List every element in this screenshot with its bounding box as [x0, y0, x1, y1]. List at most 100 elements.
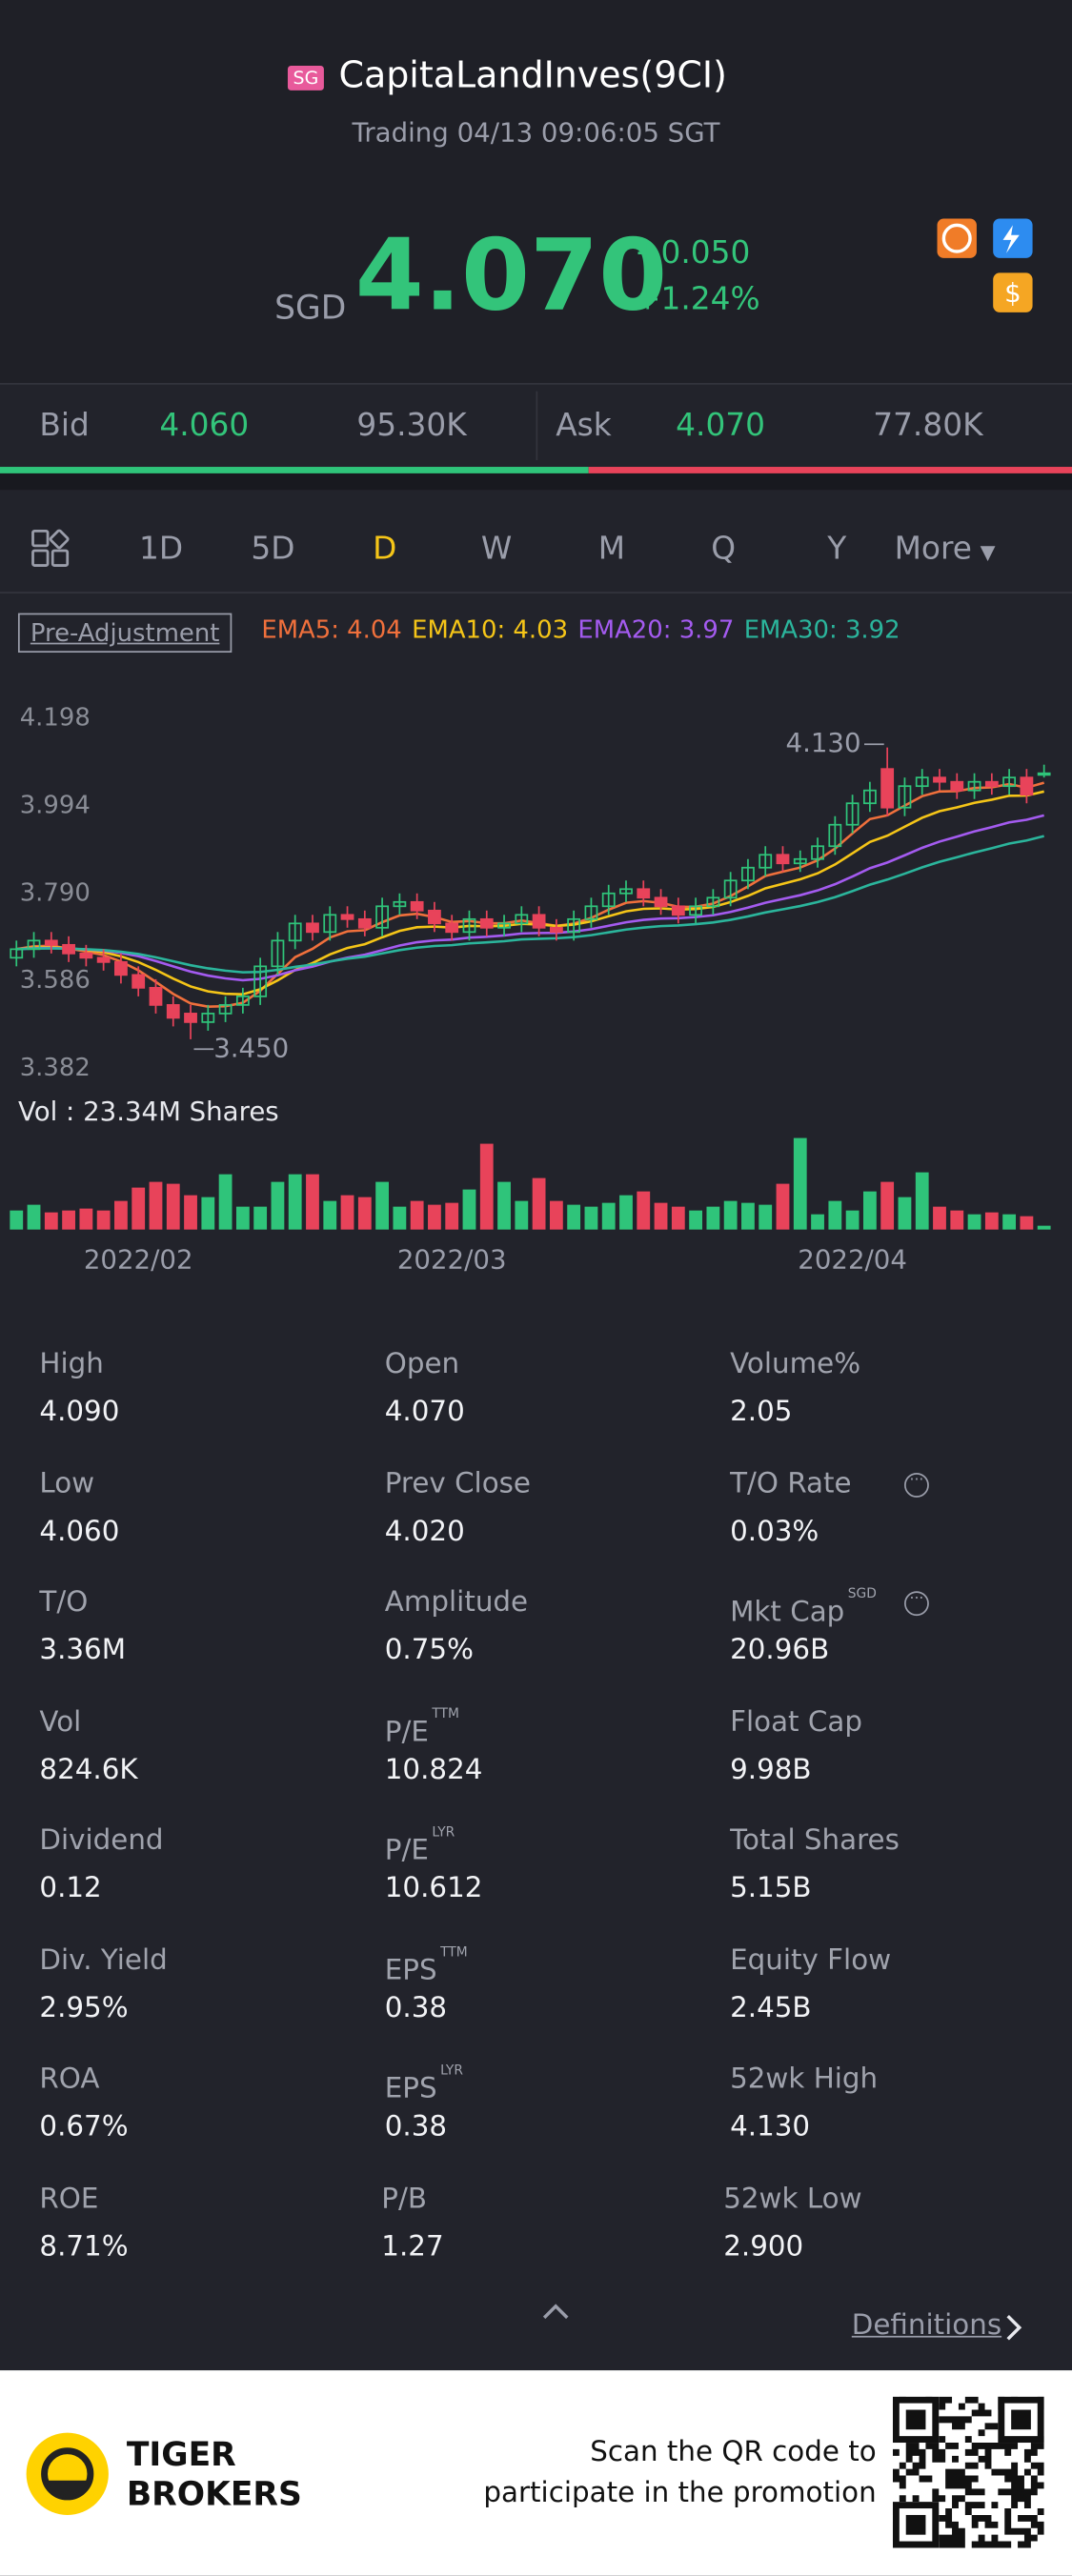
qr-part [892, 2396, 940, 2444]
volume-bar [271, 1181, 285, 1230]
period-tab[interactable]: More ▼ [894, 531, 996, 568]
candle-body [62, 943, 75, 955]
volume-bar [166, 1183, 180, 1230]
volume-bar [201, 1197, 215, 1230]
stat-value: 10.824 [384, 1753, 483, 1786]
volume-bar [445, 1202, 459, 1230]
stat-sup: TTM [432, 1705, 459, 1721]
candle-body [689, 905, 703, 916]
volume-bar [462, 1189, 476, 1230]
stat-label: T/O [39, 1586, 89, 1620]
volume-bar [44, 1212, 58, 1230]
stat-label: Prev Close [384, 1466, 532, 1500]
currency: SGD [274, 287, 347, 328]
volume-bar [880, 1181, 895, 1230]
divider [0, 592, 1072, 594]
stat-value: 3.36M [39, 1634, 127, 1667]
stat-value: 4.070 [384, 1395, 465, 1429]
stat-value: 0.12 [39, 1872, 102, 1905]
tiger-logo [26, 2432, 109, 2515]
volume-bar [323, 1200, 337, 1230]
candle-body [984, 780, 999, 788]
ema-line [16, 814, 1044, 982]
stat-value: 1.27 [381, 2229, 444, 2264]
volume-bar [357, 1197, 372, 1230]
volume-bar [967, 1214, 981, 1230]
stat-label: P/ETTM [384, 1705, 459, 1749]
period-tab[interactable]: M [597, 531, 626, 568]
stat-value: 4.060 [39, 1515, 120, 1548]
candle-body [166, 1004, 180, 1019]
volume-bar [758, 1204, 773, 1230]
volume-bar [584, 1206, 598, 1230]
period-tab[interactable]: 5D [251, 531, 295, 568]
ema-line [16, 835, 1044, 974]
divider [536, 391, 538, 461]
candle-body [410, 900, 424, 912]
collapse-icon[interactable] [541, 2302, 571, 2322]
candle-body [619, 888, 633, 895]
ema-legend-item: EMA5: 4.04 [261, 614, 402, 645]
period-tab[interactable]: 1D [139, 531, 184, 568]
candle-body [880, 768, 895, 809]
definitions-link[interactable]: Definitions [851, 2309, 1002, 2343]
info-icon[interactable]: ··· [904, 1591, 929, 1617]
candle-body [375, 905, 389, 929]
promo-text: Scan the QR code to [590, 2436, 877, 2469]
stat-value: 20.96B [730, 1634, 830, 1667]
volume-bar [689, 1210, 703, 1230]
volume-bar [619, 1195, 633, 1230]
chevron-icon [1006, 2314, 1022, 2341]
ema-legend: EMA5: 4.04 EMA10: 4.03 EMA20: 3.97 EMA30: 3… [261, 614, 910, 644]
candle-body [601, 892, 616, 908]
stat-value: 0.75% [384, 1634, 474, 1667]
volume-bar [1020, 1216, 1034, 1230]
info-icon[interactable]: ··· [904, 1472, 929, 1498]
price-change-pct: +1.24% [635, 281, 760, 318]
stat-label: Amplitude [384, 1586, 529, 1620]
stat-label: Div. Yield [39, 1943, 168, 1977]
volume-bar [741, 1202, 755, 1230]
stat-label: Vol [39, 1705, 82, 1739]
stat-value: 10.612 [384, 1872, 483, 1905]
candle-body [218, 1004, 233, 1015]
qr-part [1011, 2409, 1031, 2430]
volume-bar [984, 1212, 999, 1230]
volume-bar [776, 1183, 790, 1230]
candle-body [393, 900, 407, 908]
candle-body [723, 879, 738, 899]
promo-text: participate in the promotion [483, 2477, 877, 2510]
bid-bar [0, 467, 589, 473]
candle-body [793, 857, 807, 865]
volume-bar [410, 1200, 424, 1230]
candle-body [10, 948, 24, 959]
period-tab[interactable]: Q [711, 531, 737, 568]
candle-body [235, 996, 250, 1006]
volume-bar [671, 1206, 685, 1230]
stat-value: 5.15B [730, 1872, 812, 1905]
stat-value: 2.45B [730, 1991, 812, 2024]
candle-body [149, 987, 163, 1006]
feature-icons[interactable]: $ [931, 213, 1040, 318]
header-bg [0, 0, 1072, 384]
adjust-button[interactable]: Pre-Adjustment [17, 613, 233, 654]
volume-bar [253, 1206, 268, 1230]
volume-bar [79, 1208, 93, 1230]
period-tab[interactable]: W [480, 531, 513, 568]
candle-body [776, 854, 790, 865]
period-tab[interactable]: Y [827, 531, 847, 568]
stat-label: 52wk Low [723, 2182, 862, 2216]
stat-value: 2.05 [730, 1395, 793, 1429]
candle-body [428, 909, 441, 925]
stat-label: Mkt CapSGD [730, 1586, 877, 1629]
volume-bar [950, 1210, 964, 1230]
stat-value: 2.95% [39, 1991, 129, 2024]
stat-value: 8.71% [39, 2229, 129, 2264]
period-tab[interactable]: D [373, 531, 397, 568]
stat-value: 824.6K [39, 1753, 138, 1786]
volume-bar [828, 1200, 842, 1230]
stat-value: 0.03% [730, 1515, 819, 1548]
candle-body [27, 939, 41, 951]
layout-icon[interactable] [31, 529, 71, 569]
candle-body [184, 1013, 197, 1023]
